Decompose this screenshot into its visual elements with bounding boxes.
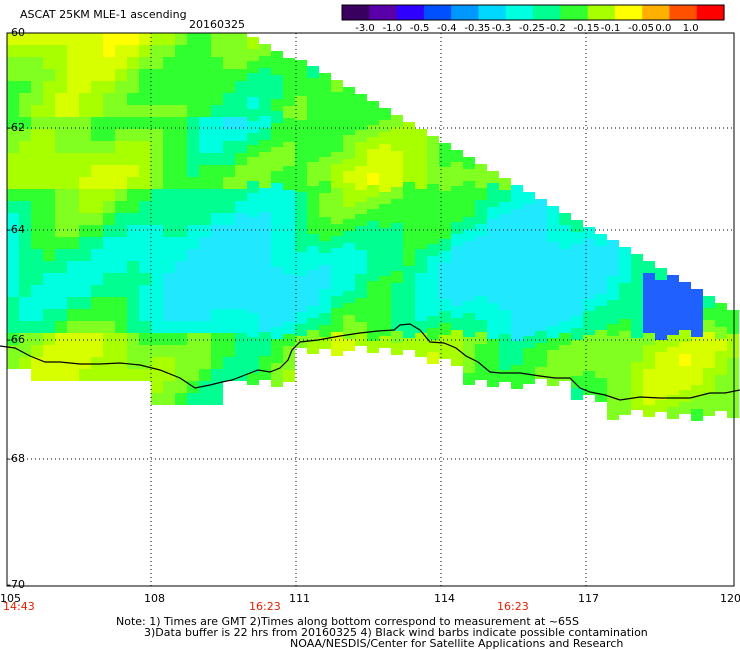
graticule <box>7 32 734 587</box>
colorbar-label: -0.05 <box>628 23 655 34</box>
map-date: 20160325 <box>189 18 245 31</box>
lat-label: -70 <box>7 578 25 591</box>
colorbar-label: -3.0 <box>355 23 375 34</box>
colorbar-label: -0.5 <box>409 23 430 34</box>
colorbar-label: -0.3 <box>491 23 512 34</box>
colorbar-swatch <box>451 5 480 20</box>
colorbar <box>341 4 725 21</box>
colorbar-swatch <box>533 5 561 20</box>
colorbar-swatch <box>396 5 425 20</box>
colorbar-swatch <box>505 5 534 20</box>
lon-label: 108 <box>144 592 165 605</box>
colorbar-label: -0.25 <box>519 23 545 34</box>
colorbar-label: -0.2 <box>546 23 566 34</box>
lon-label: 105 <box>0 592 21 605</box>
colorbar-swatch <box>642 5 671 20</box>
lon-label: 114 <box>434 592 455 605</box>
lat-label: -60 <box>7 26 25 39</box>
colorbar-swatch <box>369 5 398 20</box>
colorbar-swatch <box>423 5 452 20</box>
swath-data <box>7 33 739 421</box>
lat-label: -68 <box>7 452 25 465</box>
coastline <box>0 323 740 401</box>
colorbar-swatch <box>478 5 507 20</box>
map-title: ASCAT 25KM MLE-1 ascending <box>20 8 187 21</box>
colorbar-swatch <box>614 5 643 20</box>
colorbar-swatch <box>560 5 589 20</box>
colorbar-swatch <box>696 5 725 20</box>
lat-label: -62 <box>7 121 25 134</box>
time-label: 14:43 <box>3 600 35 613</box>
colorbar-swatch <box>669 5 698 20</box>
colorbar-label: -0.15 <box>573 23 600 34</box>
lon-label: 120 <box>720 592 740 605</box>
note-line: 3)Data buffer is 22 hrs from 20160325 4)… <box>144 626 648 639</box>
time-label: 16:23 <box>249 600 281 613</box>
colorbar-swatch <box>587 5 616 20</box>
colorbar-label: -0.4 <box>437 23 457 34</box>
note-line: Note: 1) Times are GMT 2)Times along bot… <box>116 615 579 628</box>
lon-label: 111 <box>289 592 310 605</box>
colorbar-label: -0.1 <box>600 23 621 34</box>
note-line: NOAA/NESDIS/Center for Satellite Applica… <box>290 637 624 650</box>
plot-frame <box>6 32 735 587</box>
time-label: 16:23 <box>497 600 529 613</box>
lat-label: -66 <box>7 333 25 346</box>
colorbar-label: -0.35 <box>464 23 491 34</box>
lon-label: 117 <box>578 592 599 605</box>
colorbar-label: -1.0 <box>382 23 403 34</box>
colorbar-swatch <box>342 5 370 20</box>
lat-label: -64 <box>7 223 25 236</box>
colorbar-label: 1.0 <box>682 23 699 34</box>
colorbar-label: 0.0 <box>655 23 672 34</box>
